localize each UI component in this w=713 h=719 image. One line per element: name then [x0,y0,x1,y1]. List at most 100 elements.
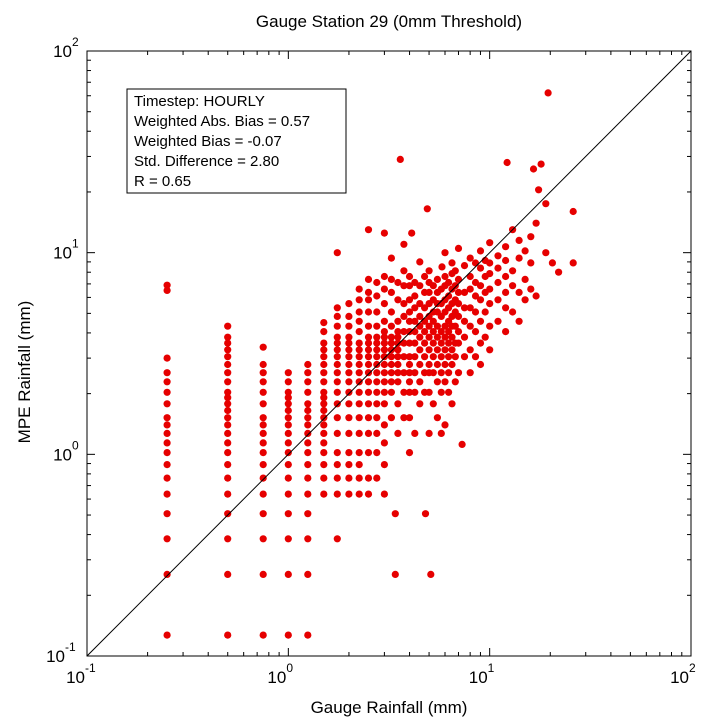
data-point [333,333,341,341]
data-point [304,535,312,543]
data-point [345,339,353,347]
data-point [411,339,419,347]
data-point [448,360,456,369]
data-point [448,259,456,267]
data-point [394,278,402,287]
data-point [224,333,232,341]
x-tick-label-base: 10 [66,668,85,687]
data-point [304,369,312,377]
data-point [259,343,267,351]
data-point [224,414,232,422]
data-point [224,339,232,347]
data-point [333,400,341,408]
data-point [259,378,267,386]
data-point [527,259,535,267]
data-point [433,360,441,369]
data-point [304,631,312,639]
data-point [345,300,353,308]
data-point [437,353,445,361]
data-point [400,353,408,361]
data-point [454,288,463,296]
annotation-weighted-abs-bias: Weighted Abs. Bias = 0.57 [134,113,310,130]
data-point [441,333,449,341]
data-point [448,400,456,408]
data-point [163,421,171,429]
data-point [486,259,494,267]
data-point [387,288,395,296]
data-point [364,360,373,369]
data-point [224,631,232,639]
data-point [445,353,453,361]
data-point [320,449,328,457]
data-point [345,333,353,341]
data-point [284,369,292,377]
data-point [304,400,312,408]
data-point [425,322,433,330]
data-point [355,400,363,408]
data-point [394,360,402,369]
data-point [304,449,312,457]
data-point [405,388,414,396]
data-point [394,296,402,304]
data-point [163,631,171,639]
data-point [320,339,328,347]
data-point [380,353,388,361]
data-point [345,429,353,437]
data-points [163,89,577,639]
data-point [437,429,445,437]
data-point [429,317,437,325]
data-point [494,296,502,304]
data-point [405,317,414,325]
data-point [411,429,419,437]
data-point [405,360,414,369]
data-point [515,254,523,262]
data-point [423,205,431,213]
y-tick-label-base: 10 [53,445,72,464]
data-point [364,322,373,330]
data-point [224,474,232,482]
stats-annotation-box: Timestep: HOURLY Weighted Abs. Bias = 0.… [126,88,347,194]
data-point [364,400,373,408]
data-point [284,421,292,429]
data-point [421,510,430,518]
data-point [515,317,523,325]
data-point [460,333,469,341]
data-point [421,328,429,336]
data-point [259,490,267,498]
data-point [411,369,419,377]
data-point [466,322,474,330]
data-point [373,474,381,482]
data-point [224,429,232,437]
data-point [521,296,529,304]
data-point [380,346,388,354]
data-point [304,360,312,369]
data-point [394,346,402,354]
data-point [471,353,480,361]
data-point [380,285,388,293]
data-point [448,346,456,354]
data-point [320,388,328,396]
data-point [416,333,424,341]
data-point [466,272,474,281]
data-point [400,369,408,377]
data-point [502,288,510,296]
data-point [345,461,353,469]
data-point [320,490,328,498]
data-point [441,378,449,386]
data-point [259,400,267,408]
data-point [380,490,388,498]
x-tick-labels: 10 -1 10 0 10 1 10 2 [66,661,696,687]
data-point [259,388,267,396]
plot-frame [86,50,692,657]
data-point [387,346,395,354]
data-point [445,278,453,287]
data-point [304,474,312,482]
data-point [364,474,373,482]
data-point [284,510,292,518]
data-point [429,328,437,336]
data-point [364,226,373,234]
data-point [529,165,538,173]
data-point [542,200,550,208]
data-point [355,429,363,437]
